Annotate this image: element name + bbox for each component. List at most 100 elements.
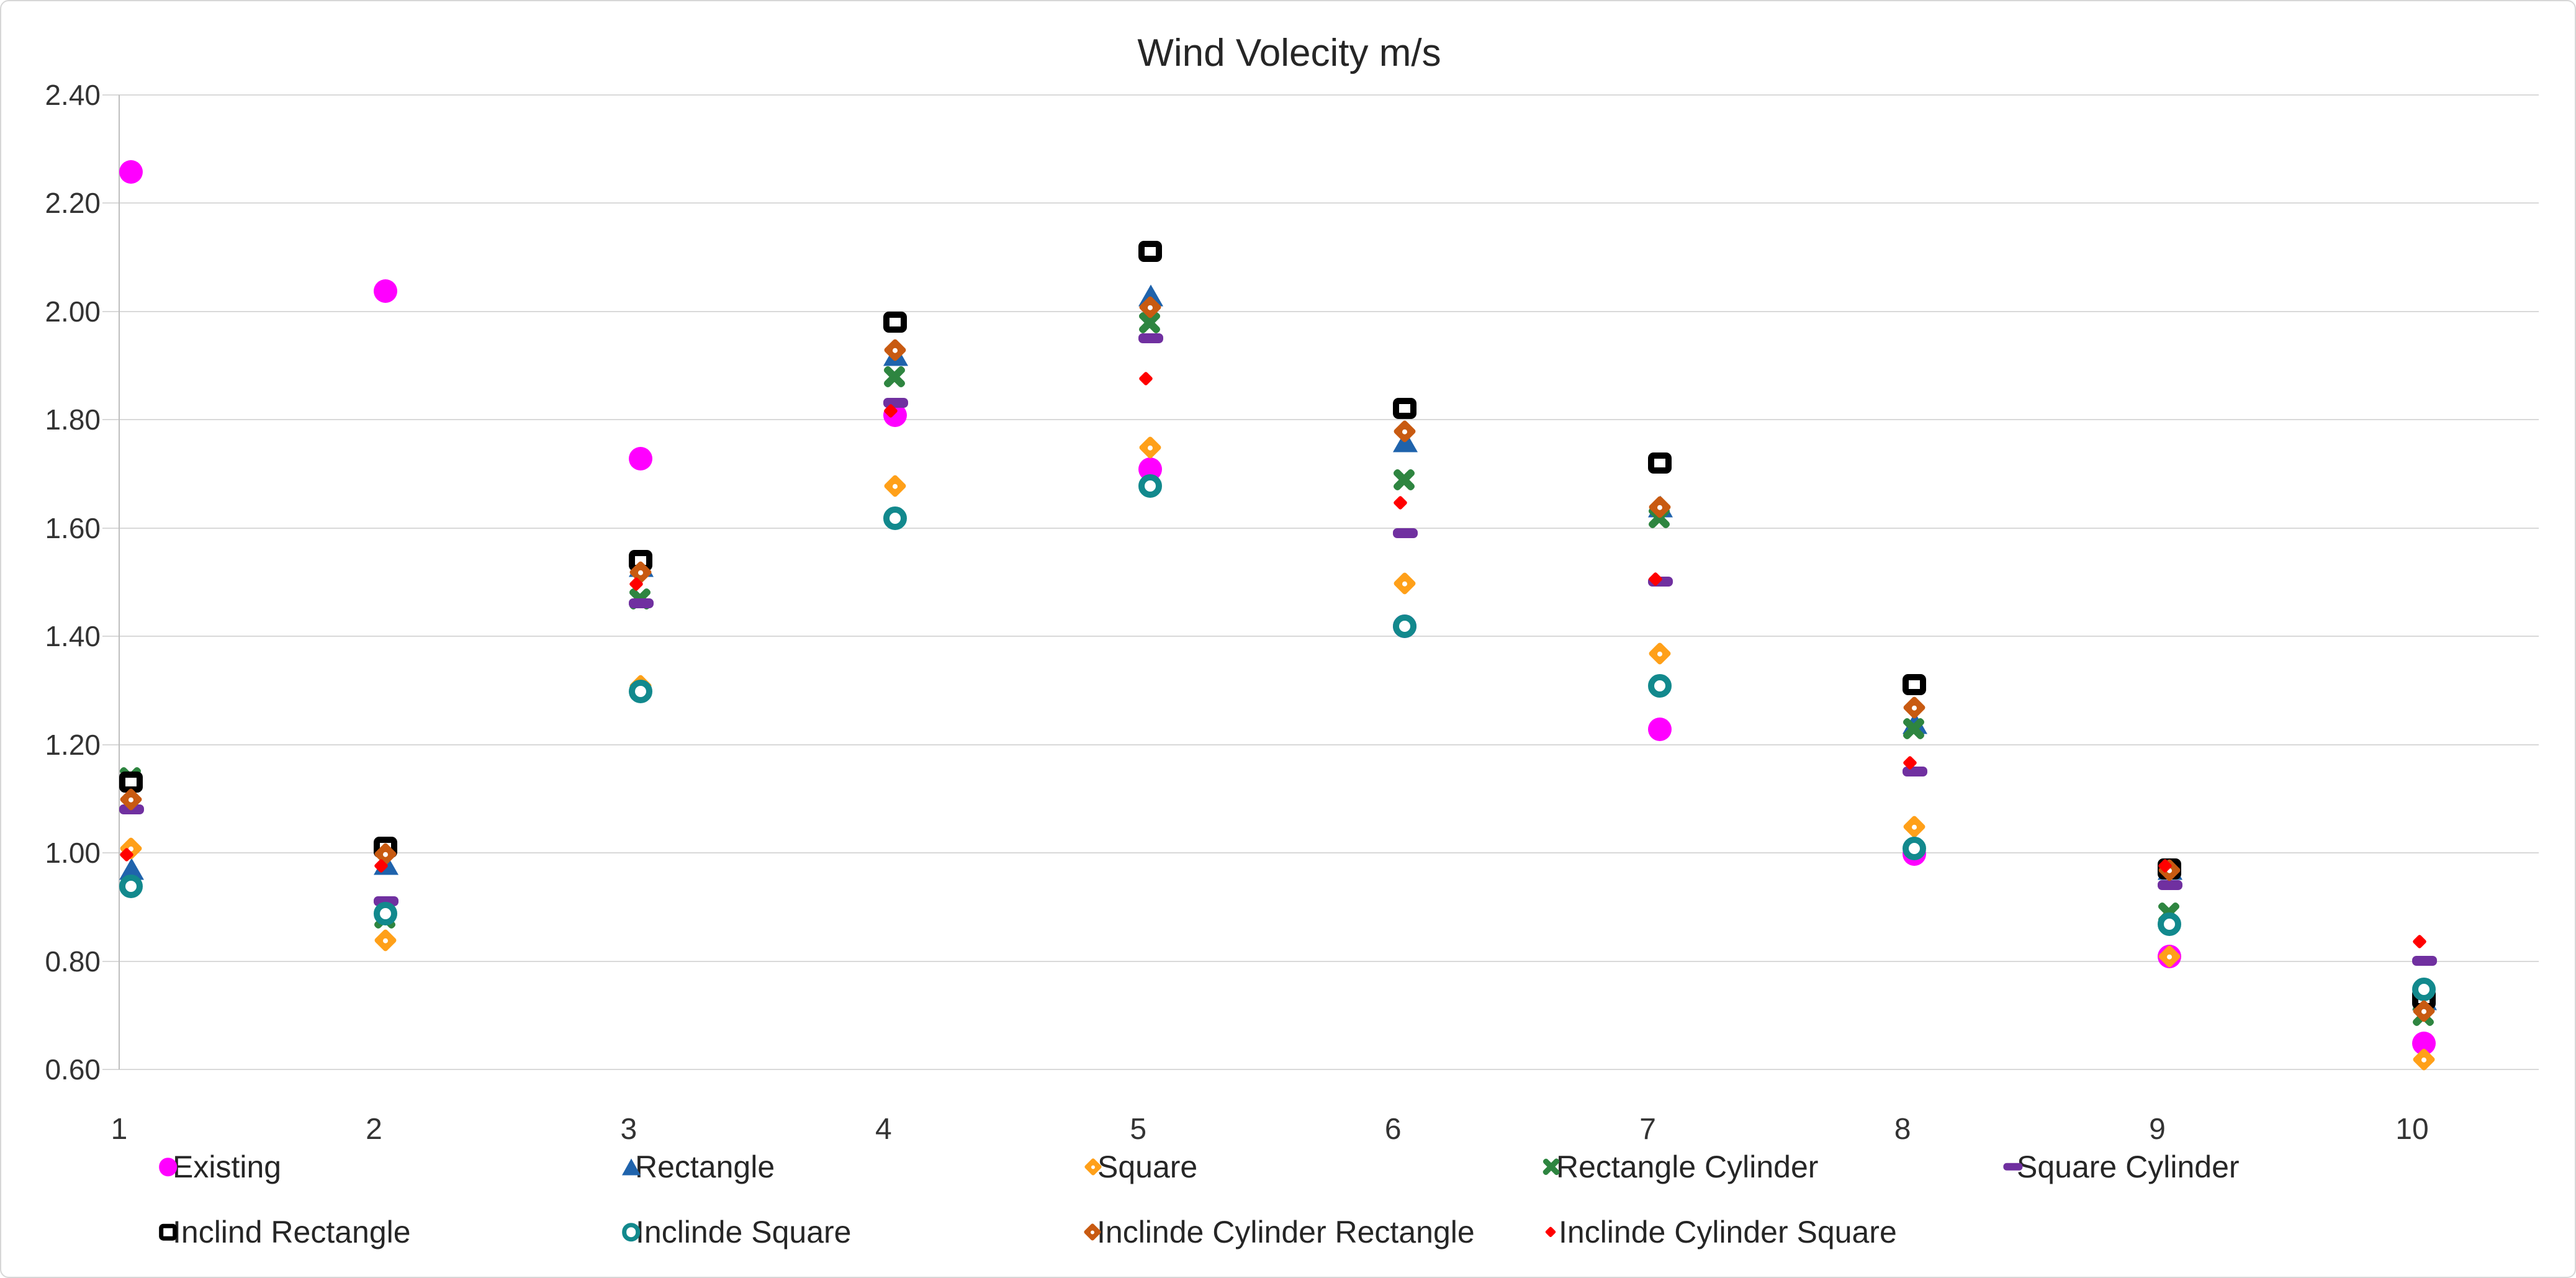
bold-x-marker-icon bbox=[1901, 716, 1926, 741]
x-tick-label: 1 bbox=[110, 1113, 128, 1146]
chart-title: Wind Volecity m/s bbox=[1137, 32, 1441, 74]
legend-label: Inclinde Square bbox=[636, 1215, 852, 1249]
open-square-marker-icon bbox=[1647, 452, 1672, 474]
diamond-dot-marker-icon bbox=[883, 338, 907, 362]
legend-item-inclinde-square[interactable]: Inclinde Square bbox=[622, 1214, 851, 1250]
legend-item-square[interactable]: Square bbox=[1083, 1149, 1198, 1185]
legend-label: Rectangle Cylinder bbox=[1556, 1150, 1819, 1184]
x-tick-label: 8 bbox=[1894, 1113, 1911, 1146]
gridline bbox=[102, 744, 2539, 745]
small-diamond-marker-icon bbox=[1393, 495, 1408, 511]
y-tick-label: 1.80 bbox=[45, 403, 101, 436]
y-tick-label: 1.40 bbox=[45, 620, 101, 653]
open-circle-marker-icon bbox=[1903, 836, 1927, 860]
legend-label: Square bbox=[1097, 1150, 1198, 1184]
y-tick-label: 1.00 bbox=[45, 837, 101, 870]
diamond-dot-marker-icon bbox=[1393, 571, 1417, 595]
bold-x-marker-icon bbox=[883, 365, 907, 389]
diamond-dot-marker-icon bbox=[2157, 945, 2181, 969]
diamond-dot-marker-icon bbox=[374, 929, 398, 953]
y-tick-label: 2.20 bbox=[45, 187, 101, 220]
open-circle-marker-icon bbox=[1647, 674, 1672, 698]
open-square-marker-icon bbox=[159, 1223, 178, 1241]
filled-circle-marker-icon bbox=[374, 279, 398, 303]
y-tick-label: 2.40 bbox=[45, 79, 101, 111]
gridline bbox=[102, 527, 2539, 529]
gridline bbox=[102, 636, 2539, 637]
diamond-dot-marker-icon bbox=[1647, 495, 1672, 520]
diamond-dot-marker-icon bbox=[1647, 641, 1672, 666]
open-circle-marker-icon bbox=[1393, 614, 1417, 639]
dash-marker-icon bbox=[628, 598, 654, 609]
small-diamond-marker-icon bbox=[2412, 934, 2427, 949]
dash-marker-icon bbox=[2412, 955, 2437, 966]
gridline bbox=[102, 202, 2539, 204]
legend-label: Inclind Rectangle bbox=[173, 1215, 411, 1249]
open-circle-marker-icon bbox=[1138, 474, 1162, 498]
x-tick-label: 10 bbox=[2395, 1113, 2429, 1146]
diamond-dot-marker-icon bbox=[1902, 814, 1927, 839]
diamond-dot-marker-icon bbox=[119, 788, 143, 812]
dash-marker-icon bbox=[2157, 880, 2182, 890]
legend-item-inclinde-cylinder-rectangle[interactable]: Inclinde Cylinder Rectangle bbox=[1083, 1214, 1475, 1250]
dash-marker-icon bbox=[1138, 333, 1163, 343]
legend-label: Inclinde Cylinder Square bbox=[1559, 1215, 1897, 1249]
filled-circle-marker-icon bbox=[1647, 718, 1672, 742]
legend-item-rectangle-cylinder[interactable]: Rectangle Cylinder bbox=[1542, 1149, 1818, 1185]
gridline bbox=[102, 852, 2539, 854]
gridline bbox=[102, 94, 2539, 96]
open-circle-marker-icon bbox=[622, 1223, 641, 1241]
triangle-marker-icon bbox=[621, 1158, 641, 1176]
open-circle-marker-icon bbox=[2412, 977, 2436, 1001]
legend-item-square-cylinder[interactable]: Square Cylinder bbox=[2003, 1149, 2240, 1185]
y-axis-line bbox=[119, 95, 120, 1069]
y-tick-label: 1.20 bbox=[45, 728, 101, 761]
bold-x-marker-icon bbox=[1542, 1158, 1560, 1176]
open-square-marker-icon bbox=[883, 311, 907, 333]
x-tick-label: 2 bbox=[366, 1113, 382, 1146]
legend-label: Square Cylinder bbox=[2017, 1150, 2240, 1184]
legend-item-inclinde-cylinder-square[interactable]: Inclinde Cylinder Square bbox=[1544, 1214, 1897, 1250]
diamond-dot-marker-icon bbox=[1083, 1223, 1102, 1241]
filled-circle-marker-icon bbox=[159, 1158, 178, 1176]
bold-x-marker-icon bbox=[1392, 467, 1416, 492]
legend-label: Rectangle bbox=[635, 1150, 775, 1184]
legend-item-inclind-rectangle[interactable]: Inclind Rectangle bbox=[159, 1214, 411, 1250]
legend-label: Existing bbox=[173, 1150, 282, 1184]
y-tick-label: 1.60 bbox=[45, 511, 101, 544]
y-tick-label: 0.80 bbox=[45, 945, 101, 978]
open-circle-marker-icon bbox=[883, 506, 907, 530]
open-circle-marker-icon bbox=[374, 901, 398, 925]
x-tick-label: 3 bbox=[620, 1113, 637, 1146]
small-diamond-marker-icon bbox=[628, 577, 644, 592]
filled-circle-marker-icon bbox=[119, 160, 143, 184]
dash-marker-icon bbox=[1393, 528, 1418, 538]
legend-item-existing[interactable]: Existing bbox=[159, 1149, 281, 1185]
x-tick-label: 5 bbox=[1130, 1113, 1147, 1146]
diamond-dot-marker-icon bbox=[1138, 436, 1162, 460]
small-diamond-marker-icon bbox=[883, 403, 899, 419]
open-circle-marker-icon bbox=[119, 874, 143, 898]
x-tick-label: 4 bbox=[875, 1113, 892, 1146]
small-diamond-marker-icon bbox=[1138, 371, 1153, 386]
diamond-dot-marker-icon bbox=[2412, 999, 2436, 1023]
small-diamond-marker-icon bbox=[1903, 755, 1918, 771]
diamond-dot-marker-icon bbox=[2412, 1047, 2436, 1072]
legend-label: Inclinde Cylinder Rectangle bbox=[1097, 1215, 1475, 1249]
gridline bbox=[102, 960, 2539, 962]
y-tick-label: 2.00 bbox=[45, 295, 101, 328]
diamond-dot-marker-icon bbox=[883, 474, 907, 498]
x-tick-label: 7 bbox=[1639, 1113, 1656, 1146]
x-tick-label: 6 bbox=[1384, 1113, 1402, 1146]
diamond-dot-marker-icon bbox=[1138, 295, 1162, 319]
small-diamond-marker-icon bbox=[119, 847, 135, 863]
gridline bbox=[102, 1068, 2539, 1070]
small-diamond-marker-icon bbox=[1544, 1226, 1557, 1238]
gridline bbox=[102, 310, 2539, 312]
open-circle-marker-icon bbox=[2157, 912, 2181, 937]
open-square-marker-icon bbox=[1903, 674, 1927, 696]
open-square-marker-icon bbox=[1138, 241, 1162, 263]
diamond-dot-marker-icon bbox=[1393, 420, 1417, 444]
legend-item-rectangle[interactable]: Rectangle bbox=[621, 1149, 775, 1185]
